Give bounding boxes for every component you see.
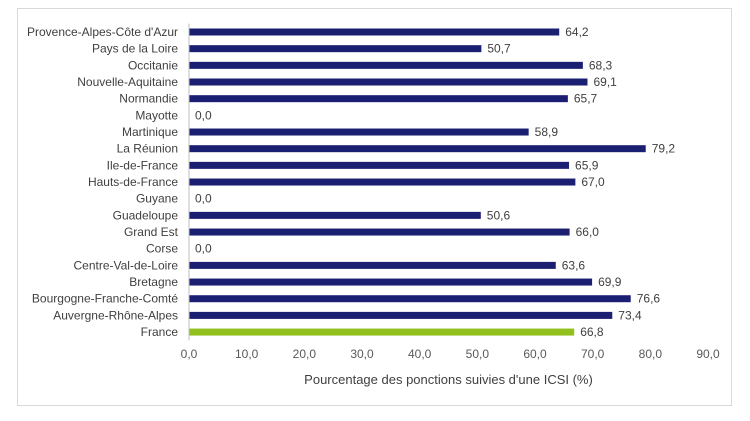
- bar: [189, 328, 575, 336]
- bars: [189, 28, 646, 336]
- bar: [189, 311, 613, 319]
- bar: [189, 161, 570, 169]
- data-label: 69,9: [598, 275, 622, 289]
- category-label: Hauts-de-France: [88, 175, 178, 189]
- bar: [189, 128, 529, 136]
- data-label: 0,0: [195, 242, 212, 256]
- x-tick-label: 40,0: [408, 347, 432, 361]
- category-label: Guyane: [136, 192, 178, 206]
- data-label: 66,0: [576, 225, 600, 239]
- data-label: 76,6: [637, 292, 661, 306]
- data-label: 73,4: [618, 308, 642, 322]
- category-label: Auvergne-Rhône-Alpes: [53, 308, 178, 322]
- data-label: 64,2: [565, 25, 589, 39]
- data-label: 0,0: [195, 192, 212, 206]
- category-label: Pays de la Loire: [92, 42, 178, 56]
- bar: [189, 61, 583, 69]
- x-tick-label: 10,0: [235, 347, 259, 361]
- category-label: Mayotte: [135, 108, 178, 122]
- category-label: Corse: [146, 242, 178, 256]
- x-tick-label: 20,0: [293, 347, 317, 361]
- data-label: 66,8: [580, 325, 604, 339]
- category-label: Ile-de-France: [107, 158, 179, 172]
- data-label: 0,0: [195, 108, 212, 122]
- chart-frame: [17, 8, 732, 406]
- category-label: La Réunion: [117, 142, 178, 156]
- data-label: 65,7: [574, 92, 598, 106]
- data-label: 50,7: [487, 42, 511, 56]
- data-label: 79,2: [652, 142, 676, 156]
- data-label: 50,6: [487, 208, 511, 222]
- bar: [189, 228, 570, 236]
- category-label: France: [141, 325, 179, 339]
- category-labels: Provence-Alpes-Côte d'Azur Pays de la Loi…: [27, 25, 179, 339]
- category-label: Guadeloupe: [113, 208, 179, 222]
- x-tick-label: 90,0: [696, 347, 720, 361]
- x-tick-label: 70,0: [581, 347, 605, 361]
- category-label: Martinique: [122, 125, 178, 139]
- category-label: Occitanie: [128, 58, 178, 72]
- category-label: Centre-Val-de-Loire: [74, 258, 179, 272]
- bar: [189, 28, 560, 36]
- data-label: 68,3: [589, 58, 613, 72]
- bar: [189, 78, 588, 86]
- value-labels: 64,2 50,7 68,3 69,1 65,7 0,0 58,9 79,2 65,9 67,0 0…: [195, 25, 675, 339]
- data-label: 65,9: [575, 158, 599, 172]
- x-tick-label: 0,0: [181, 347, 198, 361]
- bar: [189, 278, 593, 286]
- x-axis-title: Pourcentage des ponctions suivies d'une …: [304, 372, 593, 387]
- bar: [189, 145, 646, 153]
- data-label: 63,6: [562, 258, 586, 272]
- bar: [189, 261, 556, 269]
- category-label: Bourgogne-Franche-Comté: [32, 292, 178, 306]
- x-tick-label: 50,0: [466, 347, 490, 361]
- data-label: 69,1: [593, 75, 617, 89]
- category-label: Provence-Alpes-Côte d'Azur: [27, 25, 178, 39]
- data-label: 58,9: [535, 125, 559, 139]
- x-tick-label: 60,0: [523, 347, 547, 361]
- category-label: Normandie: [119, 92, 178, 106]
- bar: [189, 95, 568, 103]
- category-label: Bretagne: [129, 275, 178, 289]
- data-label: 67,0: [581, 175, 605, 189]
- x-tick-label: 80,0: [639, 347, 663, 361]
- bar: [189, 295, 631, 303]
- bar: [189, 211, 481, 219]
- bar: [189, 45, 482, 53]
- bar: [189, 178, 576, 186]
- category-label: Grand Est: [124, 225, 179, 239]
- category-label: Nouvelle-Aquitaine: [77, 75, 178, 89]
- x-tick-labels: 0,0 10,0 20,0 30,0 40,0 50,0 60,0 70,0 80,0 90,0: [181, 347, 720, 361]
- x-tick-label: 30,0: [350, 347, 374, 361]
